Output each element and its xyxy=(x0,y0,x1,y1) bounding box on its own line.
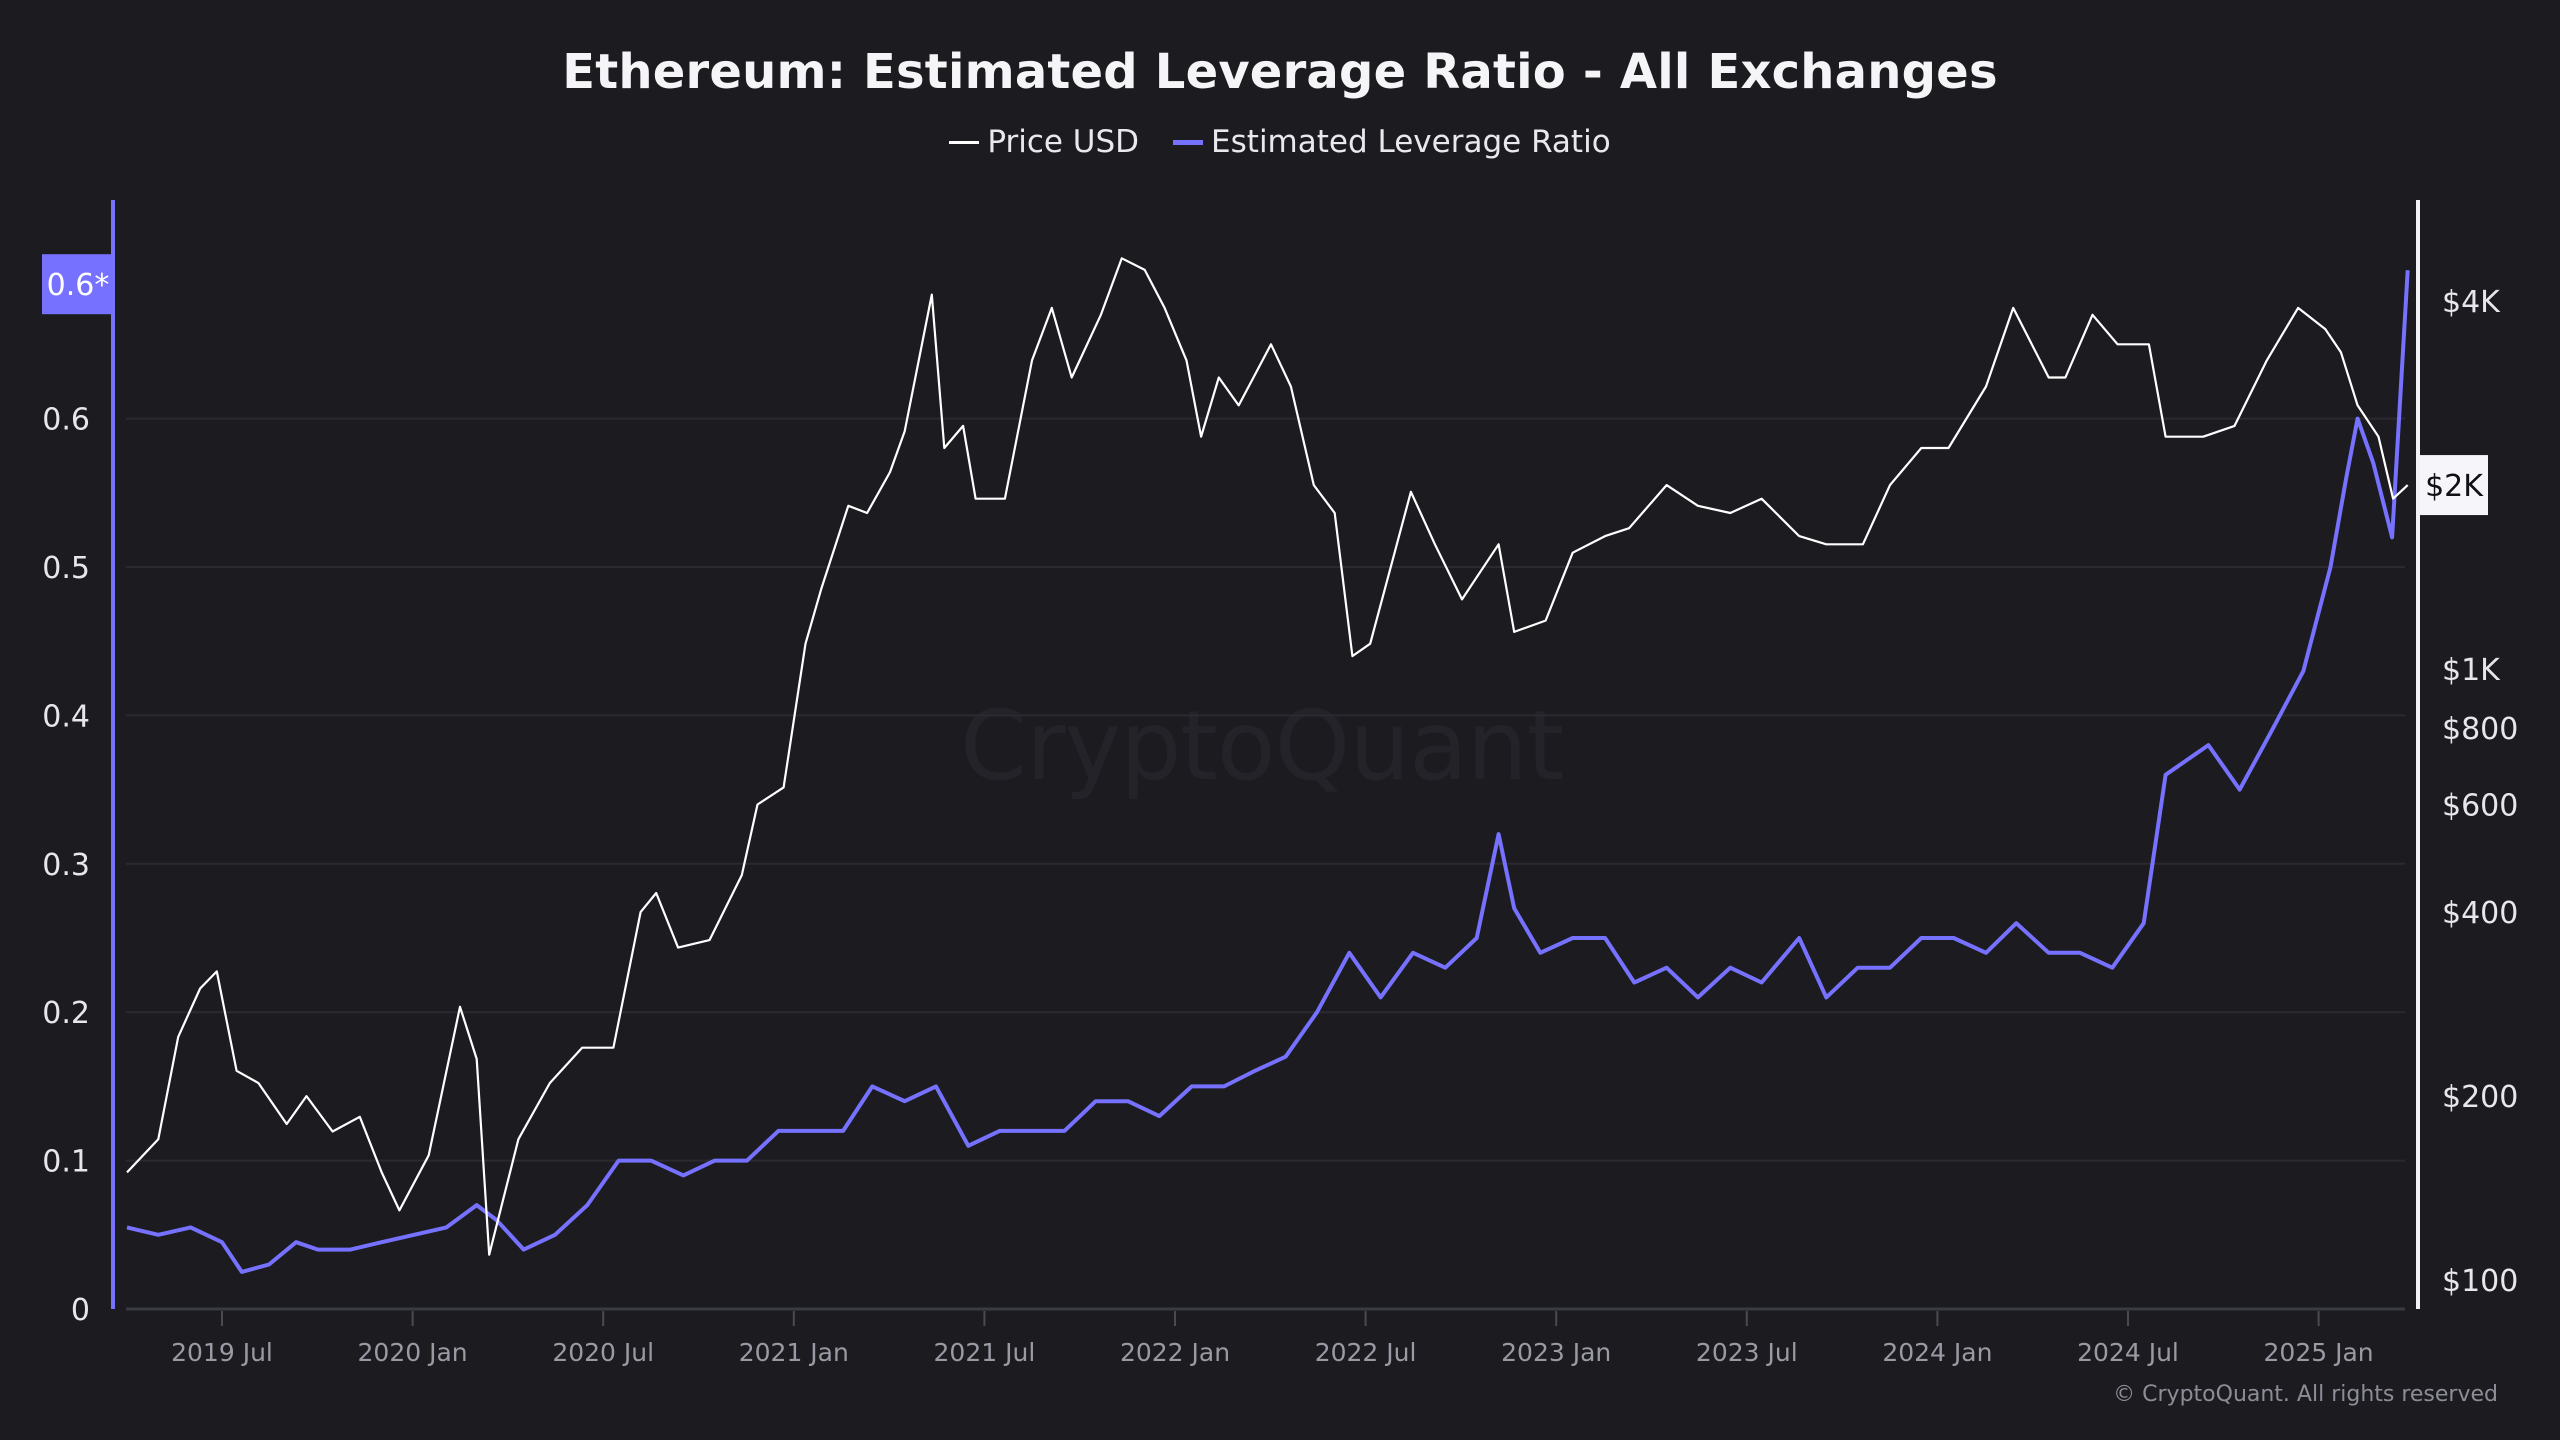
legend-item-price[interactable]: Price USD xyxy=(949,124,1139,160)
x-tick-label: 2021 Jan xyxy=(739,1338,849,1367)
copyright-footer: © CryptoQuant. All rights reserved xyxy=(2113,1382,2498,1407)
price-usd-line xyxy=(126,257,2409,1256)
x-tick-label: 2022 Jul xyxy=(1315,1338,1417,1367)
chart-title: Ethereum: Estimated Leverage Ratio - All… xyxy=(562,44,1998,100)
y-left-tick-label: 0 xyxy=(71,1293,90,1328)
price-current-marker xyxy=(2420,455,2488,516)
y-left-tick-label: 0.5 xyxy=(42,551,90,586)
x-tick-label: 2019 Jul xyxy=(171,1338,273,1367)
legend-item-leverage[interactable]: Estimated Leverage Ratio xyxy=(1173,124,1611,160)
y-left-tick-label: 0.6 xyxy=(42,403,90,438)
y-left-tick-label: 0.1 xyxy=(42,1145,90,1180)
y-right-tick-label: $600 xyxy=(2442,789,2518,824)
y-right-tick-label: $4K xyxy=(2442,285,2501,320)
x-tick-label: 2023 Jul xyxy=(1696,1338,1798,1367)
price-current-marker-label: $2K xyxy=(2425,469,2484,504)
leverage-ratio-line xyxy=(126,270,2410,1274)
x-tick-label: 2025 Jan xyxy=(2264,1338,2374,1367)
x-tick-label: 2024 Jan xyxy=(1882,1338,1992,1367)
y-left-tick-label: 0.2 xyxy=(42,996,90,1031)
legend-label-price: Price USD xyxy=(987,124,1140,160)
leverage-current-marker-label: 0.6* xyxy=(47,268,110,303)
x-tick-label: 2020 Jul xyxy=(552,1338,654,1367)
y-right-tick-label: $200 xyxy=(2442,1080,2518,1115)
y-right-tick-label: $400 xyxy=(2442,896,2518,931)
y-right-tick-label: $100 xyxy=(2442,1264,2518,1299)
x-tick-label: 2022 Jan xyxy=(1120,1338,1230,1367)
x-tick-label: 2024 Jul xyxy=(2077,1338,2179,1367)
y-left-tick-label: 0.4 xyxy=(42,699,90,734)
legend-swatch-leverage xyxy=(1173,139,1204,145)
y-right-tick-label: $800 xyxy=(2442,712,2518,747)
legend-label-leverage: Estimated Leverage Ratio xyxy=(1211,124,1611,160)
legend: Price USD Estimated Leverage Ratio xyxy=(0,124,2560,160)
watermark: CryptoQuant xyxy=(960,690,1564,802)
legend-swatch-price xyxy=(949,140,980,144)
x-tick-label: 2021 Jul xyxy=(934,1338,1036,1367)
y-left-tick-label: 0.3 xyxy=(42,848,90,883)
y-right-tick-label: $1K xyxy=(2442,653,2501,688)
leverage-current-marker xyxy=(42,254,114,315)
x-tick-label: 2023 Jan xyxy=(1501,1338,1611,1367)
x-tick-label: 2020 Jan xyxy=(358,1338,468,1367)
